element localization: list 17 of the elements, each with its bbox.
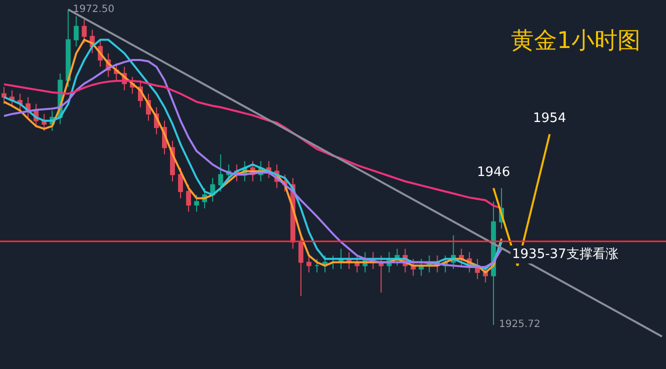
ref-line-label: 1935-37支撑看涨: [512, 247, 618, 262]
candlestick: [298, 234, 304, 296]
candlestick: [314, 258, 320, 273]
annotation: 1954: [533, 111, 566, 126]
candlestick: [194, 194, 200, 212]
annotation: 1972.50: [73, 4, 114, 15]
candlestick: [218, 154, 224, 192]
annotation: 1946: [477, 165, 510, 180]
annotation: 1925.72: [499, 319, 540, 330]
candlestick: [82, 19, 87, 44]
candlestick: [178, 167, 184, 199]
candlestick: [66, 8, 71, 88]
text: 黄金1小时图: [511, 28, 641, 54]
candlestick: [186, 184, 192, 212]
candlestick: [306, 255, 312, 273]
candlestick: [74, 16, 79, 48]
candlestick: [2, 86, 6, 104]
